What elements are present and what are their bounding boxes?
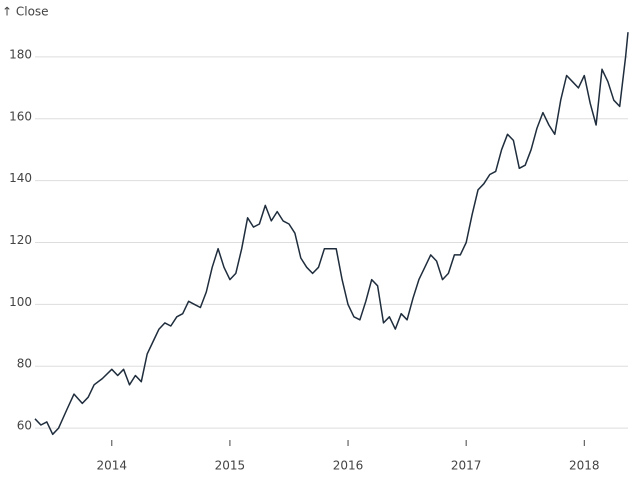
y-tick-label: 160 <box>9 109 32 123</box>
x-tick-label: 2017 <box>451 459 482 473</box>
y-tick-label: 120 <box>9 233 32 247</box>
price-line <box>34 32 629 436</box>
y-tick-label: 180 <box>9 47 32 61</box>
y-tick-label: 60 <box>17 419 32 433</box>
x-tick-label: 2014 <box>97 459 128 473</box>
y-axis-label: ↑ Close <box>2 5 49 19</box>
y-tick-label: 140 <box>9 171 32 185</box>
x-tick-label: 2018 <box>569 459 600 473</box>
y-tick-label: 80 <box>17 357 32 371</box>
x-tick-label: 2015 <box>215 459 246 473</box>
y-tick-label: 100 <box>9 295 32 309</box>
x-tick-label: 2016 <box>333 459 364 473</box>
